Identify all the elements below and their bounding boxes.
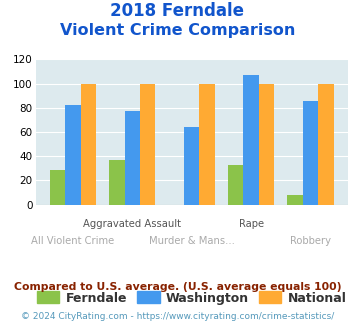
Text: Aggravated Assault: Aggravated Assault [83,219,181,229]
Text: Rape: Rape [239,219,264,229]
Text: Compared to U.S. average. (U.S. average equals 100): Compared to U.S. average. (U.S. average … [14,282,341,292]
Text: Robbery: Robbery [290,236,331,246]
Bar [259,83,274,205]
Bar [81,83,96,205]
Text: Violent Crime Comparison: Violent Crime Comparison [60,23,295,38]
Text: Murder & Mans...: Murder & Mans... [149,236,235,246]
Bar [228,165,244,205]
Bar [109,160,125,205]
Bar [287,195,303,205]
Bar [65,105,81,205]
Text: All Violent Crime: All Violent Crime [31,236,115,246]
Bar [200,83,215,205]
Text: 2018 Ferndale: 2018 Ferndale [110,2,245,20]
Bar [318,83,334,205]
Text: © 2024 CityRating.com - https://www.cityrating.com/crime-statistics/: © 2024 CityRating.com - https://www.city… [21,312,334,321]
Legend: Ferndale, Washington, National: Ferndale, Washington, National [32,286,351,310]
Bar [50,170,65,205]
Bar [303,101,318,205]
Bar [184,127,200,205]
Bar [125,112,140,205]
Bar [140,83,155,205]
Bar [244,75,259,205]
